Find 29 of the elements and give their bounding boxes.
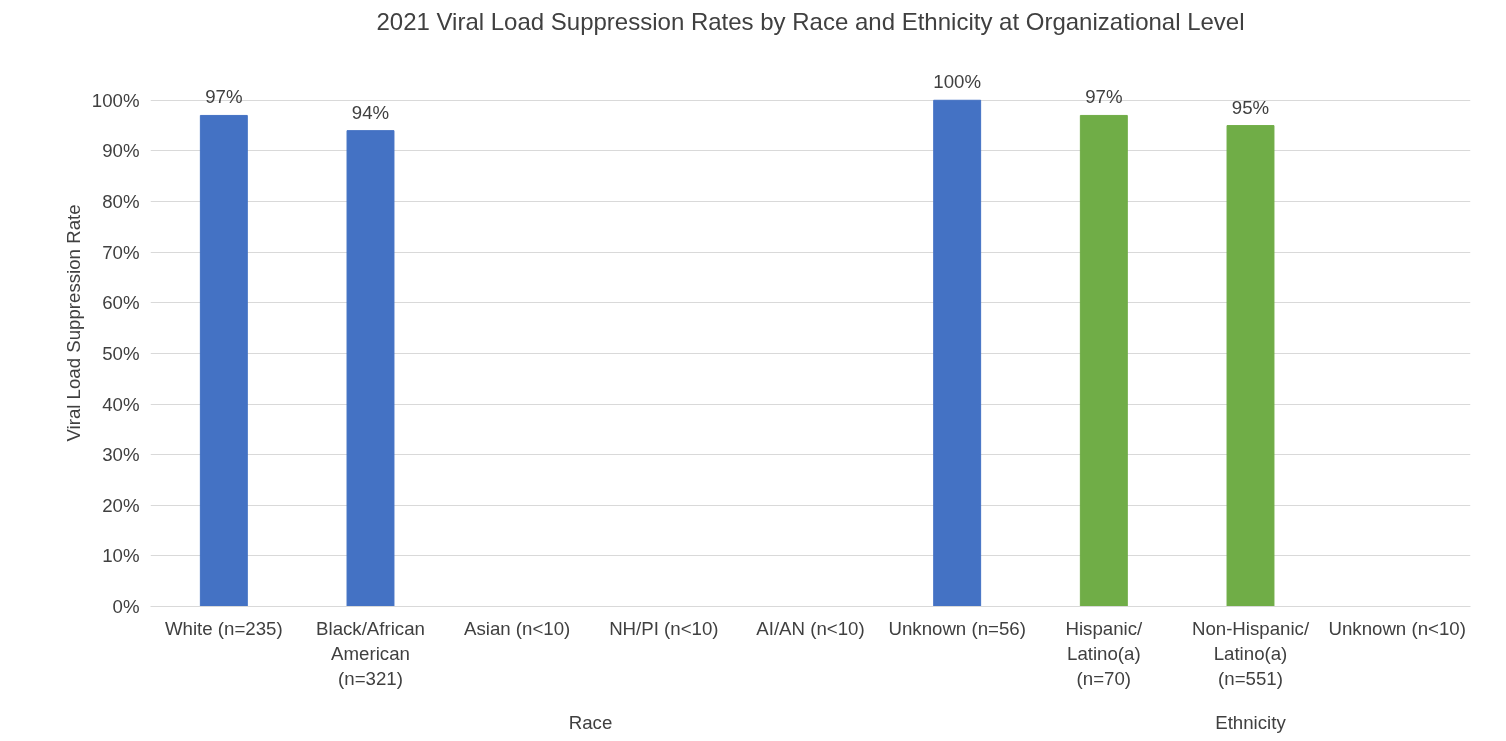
x-tick-label: Unknown (n<10): [1328, 617, 1466, 639]
y-tick-label: 80%: [102, 191, 140, 212]
y-tick-label: 30%: [102, 444, 140, 466]
data-label: 95%: [1231, 96, 1270, 118]
y-tick-label: 70%: [102, 241, 140, 263]
text: Ethnicity: [1215, 711, 1287, 733]
data-label: 97%: [205, 86, 243, 108]
y-tick-label: 40%: [102, 393, 140, 415]
x-tick-label: Black/African American (n=321): [316, 617, 425, 689]
x-tick-label: Unknown (n=56): [888, 617, 1026, 639]
x-tick-label: Asian (n<10): [464, 617, 571, 639]
x-tick-label: Non-Hispanic/ Latino(a) (n=551): [1191, 617, 1310, 689]
x-tick-label: Hispanic/ Latino(a) (n=70): [1065, 617, 1144, 689]
x-tick-label: AI/AN (n<10): [756, 617, 865, 639]
y-tick-label: 20%: [102, 494, 140, 516]
y-tick-label: 60%: [102, 292, 140, 314]
text: Race: [568, 711, 613, 733]
y-tick-label: 100%: [91, 89, 140, 111]
x-tick-label: White (n=235): [164, 617, 283, 639]
data-label: 94%: [351, 101, 390, 123]
y-tick-label: 50%: [102, 342, 140, 364]
data-label: 97%: [1085, 86, 1123, 108]
chart-title: 2021 Viral Load Suppression Rates by Race and Ethnicity at Organizational Level: [376, 7, 1245, 35]
data-label: 100%: [933, 71, 982, 93]
y-axis-title: Viral Load Suppression Rate: [62, 204, 84, 442]
y-tick-label: 0%: [112, 596, 140, 617]
y-tick-label: 90%: [102, 140, 140, 162]
x-tick-label: NH/PI (n<10): [609, 617, 719, 639]
y-tick-label: 10%: [102, 545, 140, 567]
